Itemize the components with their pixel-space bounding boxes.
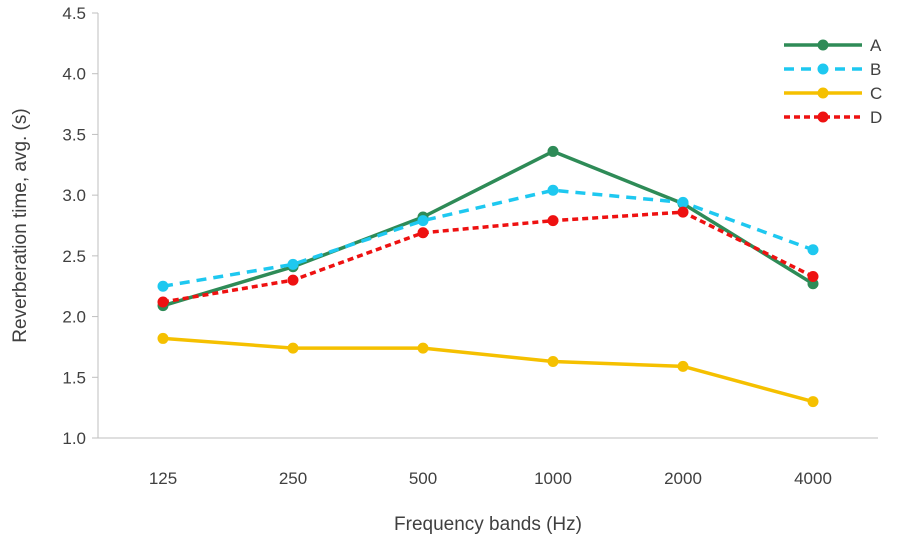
y-tick-label: 2.0: [62, 308, 86, 327]
legend-item-C: C: [784, 84, 882, 103]
y-axis-ticks: 1.0 1.5 2.0 2.5 3.0 3.5 4.0 4.5: [62, 4, 98, 448]
data-point-B: [287, 258, 299, 270]
legend-label: D: [870, 108, 882, 127]
data-point-B: [157, 280, 169, 292]
x-tick-label: 250: [279, 469, 307, 488]
data-point-D: [287, 274, 299, 286]
data-point-B: [807, 244, 819, 256]
legend-swatch-marker: [817, 87, 829, 99]
x-tick-label: 4000: [794, 469, 832, 488]
series-line-B: [162, 188, 814, 288]
data-point-D: [157, 296, 169, 308]
data-point-A: [547, 145, 559, 157]
y-tick-label: 2.5: [62, 247, 86, 266]
y-tick-label: 1.5: [62, 368, 86, 387]
series-line-C: [162, 336, 814, 404]
data-point-B: [677, 196, 689, 208]
x-tick-label: 125: [149, 469, 177, 488]
x-axis-title: Frequency bands (Hz): [394, 514, 582, 535]
y-tick-label: 3.5: [62, 125, 86, 144]
data-point-C: [417, 342, 429, 354]
legend-swatch-marker: [817, 39, 829, 51]
legend-label: B: [870, 60, 881, 79]
data-point-C: [157, 332, 169, 344]
legend-swatch-marker: [817, 63, 829, 75]
series-line-A: [162, 149, 814, 308]
data-point-D: [417, 227, 429, 239]
legend-label: A: [870, 36, 882, 55]
legend-item-A: A: [784, 36, 882, 55]
series-D: [157, 206, 819, 308]
data-point-B: [417, 215, 429, 227]
data-point-D: [677, 206, 689, 218]
data-point-C: [287, 342, 299, 354]
y-tick-label: 3.0: [62, 186, 86, 205]
legend-label: C: [870, 84, 882, 103]
data-point-C: [807, 396, 819, 408]
series-C: [157, 332, 819, 408]
data-point-D: [547, 215, 559, 227]
series-B: [157, 184, 819, 292]
data-point-C: [677, 360, 689, 372]
data-point-B: [547, 184, 559, 196]
series-line-D: [162, 210, 814, 304]
y-tick-label: 4.0: [62, 65, 86, 84]
y-axis-title: Reverberation time, avg. (s): [10, 108, 31, 342]
x-tick-label: 1000: [534, 469, 572, 488]
y-tick-label: 1.0: [62, 429, 86, 448]
x-axis-ticks: 125 250 500 1000 2000 4000: [149, 469, 832, 488]
data-point-D: [807, 271, 819, 282]
data-point-C: [547, 356, 559, 367]
series-layer: [157, 145, 819, 408]
axes: [97, 13, 878, 439]
legend-item-D: D: [784, 108, 882, 127]
x-tick-label: 500: [409, 469, 437, 488]
legend-swatch-marker: [817, 111, 829, 123]
legend-item-B: B: [784, 60, 881, 79]
x-tick-label: 2000: [664, 469, 702, 488]
y-tick-label: 4.5: [62, 4, 86, 23]
